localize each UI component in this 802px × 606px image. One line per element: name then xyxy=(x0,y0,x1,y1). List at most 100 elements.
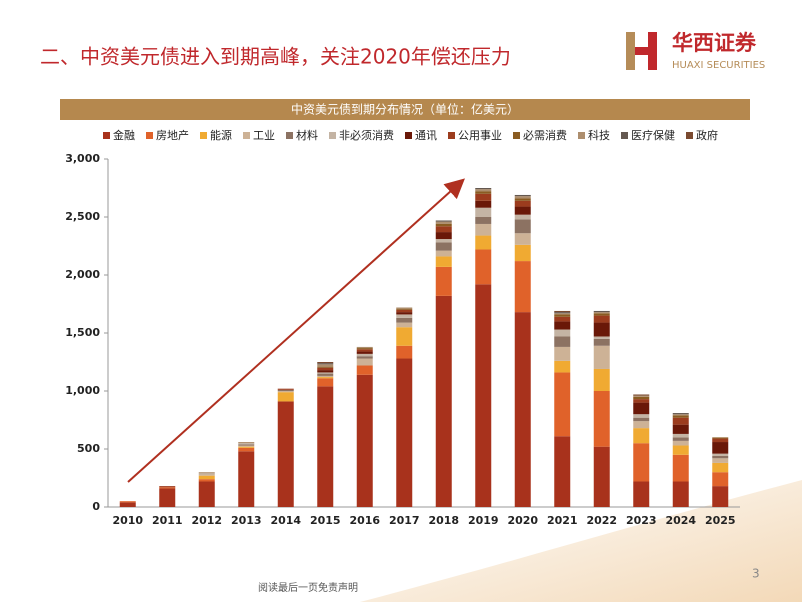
bar-segment xyxy=(712,438,729,443)
bar-segment xyxy=(672,424,689,434)
bar-segment xyxy=(396,309,413,313)
x-tick-label: 2025 xyxy=(705,514,736,527)
y-tick-label: 1,500 xyxy=(65,326,100,339)
bar-segment xyxy=(159,488,176,507)
x-tick-label: 2023 xyxy=(626,514,657,527)
bar-segment xyxy=(198,479,215,482)
legend-swatch xyxy=(686,132,693,139)
bar-segment xyxy=(672,415,689,418)
legend-swatch xyxy=(329,132,336,139)
bar-segment xyxy=(475,207,492,217)
decoration xyxy=(360,480,802,602)
x-tick-label: 2012 xyxy=(191,514,222,527)
bar-segment xyxy=(396,314,413,318)
bar-segment xyxy=(514,196,531,199)
legend-swatch xyxy=(200,132,207,139)
bar-segment xyxy=(119,502,136,507)
bar-segment xyxy=(317,386,334,507)
bar-segment xyxy=(317,377,334,379)
bar-segment xyxy=(633,443,650,482)
bar-segment xyxy=(475,217,492,224)
bar-segment xyxy=(672,481,689,507)
bar-segment xyxy=(554,360,571,373)
legend-label: 政府 xyxy=(696,128,718,142)
bar-segment xyxy=(554,312,571,314)
legend-label: 必需消费 xyxy=(523,128,567,142)
bar-segment xyxy=(514,219,531,234)
bar-segment xyxy=(672,445,689,455)
bar-segment xyxy=(514,198,531,201)
y-tick-label: 2,500 xyxy=(65,210,100,223)
bar-segment xyxy=(514,194,531,197)
bar-segment xyxy=(435,232,452,240)
legend-label: 工业 xyxy=(253,129,275,142)
legend-swatch xyxy=(513,132,520,139)
bar-segment xyxy=(198,474,215,476)
y-tick-label: 0 xyxy=(92,500,100,513)
bar-segment xyxy=(633,481,650,507)
legend-label: 材料 xyxy=(296,128,318,142)
bar-segment xyxy=(198,472,215,474)
bar-segment xyxy=(198,481,215,507)
bar-segment xyxy=(633,402,650,415)
bar-segment xyxy=(435,256,452,267)
bar-segment xyxy=(593,315,610,323)
bar-segment xyxy=(475,188,492,190)
bar-segment xyxy=(356,353,373,357)
bar-segment xyxy=(396,317,413,323)
bar-segment xyxy=(514,261,531,313)
bar-segment xyxy=(554,314,571,317)
page-number: 3 xyxy=(752,567,760,581)
x-tick-label: 2017 xyxy=(389,514,420,527)
legend-label: 房地产 xyxy=(156,128,189,142)
bar-segment xyxy=(317,362,334,364)
logo xyxy=(626,32,657,70)
bar-segment xyxy=(514,214,531,220)
trend-arrow xyxy=(127,178,465,483)
bar-segment xyxy=(554,436,571,507)
bar-segment xyxy=(435,223,452,227)
bar-segment xyxy=(554,310,571,313)
bar-segment xyxy=(356,358,373,366)
bar-segment xyxy=(514,206,531,215)
x-tick-label: 2019 xyxy=(468,514,499,527)
bar-segment xyxy=(238,446,255,448)
bar-segment xyxy=(514,233,531,245)
bar-segment xyxy=(198,473,215,475)
bar-segment xyxy=(554,346,571,361)
bar-segment xyxy=(672,417,689,425)
legend-label: 能源 xyxy=(210,128,232,142)
bar-segment xyxy=(435,242,452,251)
bar-segment xyxy=(435,239,452,243)
legend-swatch xyxy=(286,132,293,139)
x-tick-label: 2021 xyxy=(547,514,578,527)
bar-segment xyxy=(356,374,373,507)
bar-segment xyxy=(317,378,334,387)
bar-segment xyxy=(593,345,610,369)
y-tick-label: 500 xyxy=(77,442,100,455)
bar-segment xyxy=(554,372,571,437)
bar-segment xyxy=(317,370,334,373)
x-tick-label: 2018 xyxy=(428,514,459,527)
legend-label: 医疗保健 xyxy=(631,128,675,142)
legend-swatch xyxy=(146,132,153,139)
bar-segment xyxy=(633,428,650,444)
x-tick-label: 2011 xyxy=(152,514,183,527)
bar-segment xyxy=(277,391,294,393)
bar-segment xyxy=(554,321,571,330)
bar-segment xyxy=(435,226,452,233)
legend-label: 金融 xyxy=(113,128,135,142)
slide-title: 二、中资美元债进入到期高峰，关注2020年偿还压力 xyxy=(40,45,511,69)
logo-en: HUAXI SECURITIES xyxy=(672,60,765,71)
bar-segment xyxy=(514,244,531,262)
x-tick-label: 2016 xyxy=(349,514,380,527)
bar-segment xyxy=(672,440,689,446)
bar-segment xyxy=(475,189,492,192)
x-tick-label: 2015 xyxy=(310,514,341,527)
legend-swatch xyxy=(578,132,585,139)
footer: 阅读最后一页免责声明 xyxy=(258,581,358,594)
bar-segment xyxy=(396,358,413,507)
bar-segment xyxy=(159,487,176,489)
bar-segment xyxy=(672,454,689,482)
bar-segment xyxy=(593,338,610,346)
